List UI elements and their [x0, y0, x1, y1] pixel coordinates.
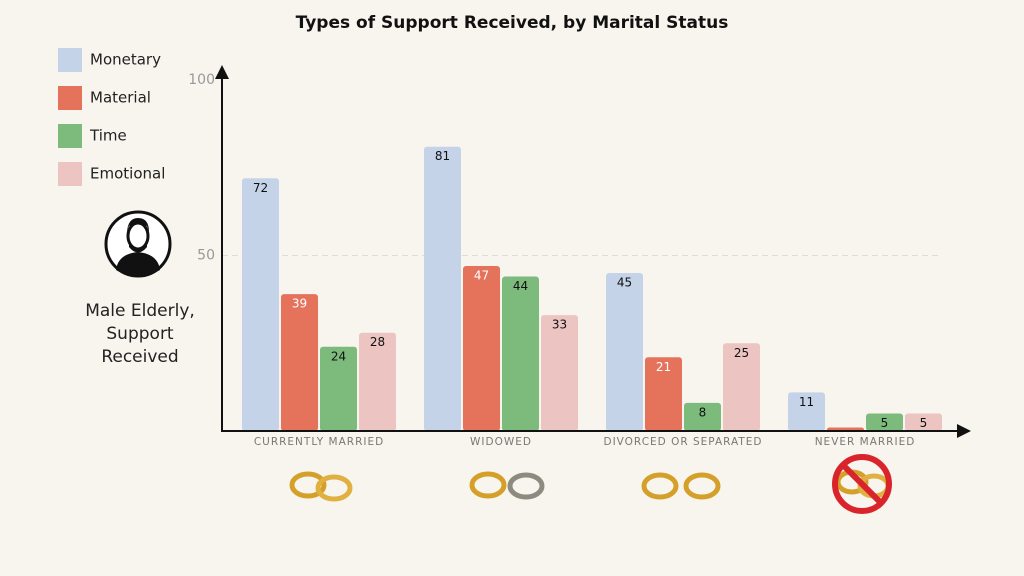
- x-tick-label: WIDOWED: [470, 436, 532, 448]
- value-label: 39: [292, 297, 307, 311]
- value-label: 24: [331, 349, 346, 363]
- rings-icon: [289, 454, 892, 514]
- value-label: 5: [881, 416, 889, 430]
- chart-title: Types of Support Received, by Marital St…: [296, 13, 729, 33]
- bar: [502, 276, 539, 431]
- value-label: 33: [552, 318, 567, 332]
- bar: [281, 294, 318, 431]
- bar: [463, 266, 500, 431]
- bar: [606, 273, 643, 431]
- value-label: 25: [734, 346, 749, 360]
- person-icon: [104, 210, 172, 278]
- side-note: Male Elderly, Support Received: [85, 301, 195, 367]
- legend-label: Material: [90, 89, 151, 107]
- bar: [541, 315, 578, 431]
- bar: [320, 346, 357, 431]
- value-label: 28: [370, 335, 385, 349]
- bar: [359, 332, 396, 431]
- legend-swatch: [58, 86, 82, 110]
- bar: [788, 392, 825, 431]
- legend-label: Monetary: [90, 51, 161, 69]
- y-tick-label: 100: [188, 72, 215, 88]
- x-tick-label: CURRENTLY MARRIED: [254, 436, 384, 448]
- bar: [424, 146, 461, 431]
- value-label: 81: [435, 149, 450, 163]
- value-label: 11: [799, 395, 814, 409]
- legend-label: Time: [89, 127, 127, 145]
- value-label: 47: [474, 269, 489, 283]
- bar: [242, 178, 279, 431]
- x-tick-label: DIVORCED OR SEPARATED: [603, 436, 762, 448]
- value-label: 44: [513, 279, 528, 293]
- value-label: 21: [656, 360, 671, 374]
- y-tick-label: 50: [197, 248, 215, 264]
- value-label: 1: [842, 430, 850, 444]
- x-tick-label: NEVER MARRIED: [815, 436, 916, 448]
- value-label: 8: [699, 405, 707, 419]
- legend-swatch: [58, 162, 82, 186]
- value-label: 5: [920, 416, 928, 430]
- value-label: 45: [617, 276, 632, 290]
- bar: [905, 413, 942, 431]
- bar: [723, 343, 760, 431]
- bar: [684, 402, 721, 431]
- legend-swatch: [58, 48, 82, 72]
- legend-swatch: [58, 124, 82, 148]
- bar: [645, 357, 682, 431]
- legend-label: Emotional: [90, 165, 165, 183]
- bar: [866, 413, 903, 431]
- value-label: 72: [253, 181, 268, 195]
